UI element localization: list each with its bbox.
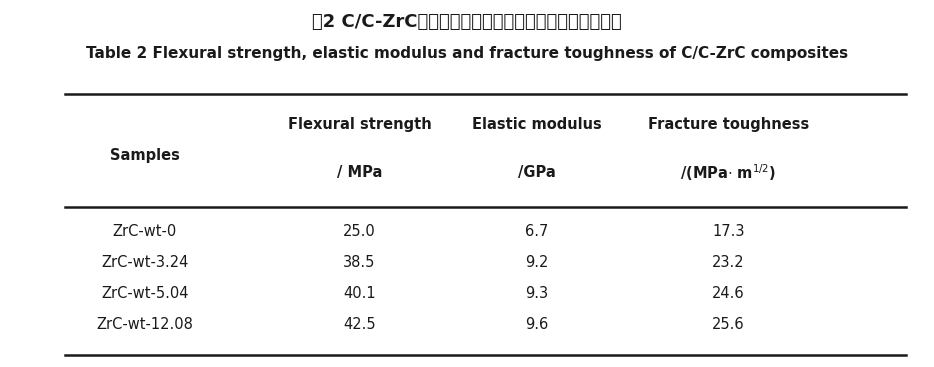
Text: 表2 C/C-ZrC复合材料的弯曲强度、弹性模量和断裂韧性: 表2 C/C-ZrC复合材料的弯曲强度、弹性模量和断裂韧性 [312, 13, 622, 31]
Text: ZrC-wt-12.08: ZrC-wt-12.08 [96, 317, 193, 332]
Text: ZrC-wt-5.04: ZrC-wt-5.04 [101, 286, 189, 301]
Text: /(MPa$\cdot$ m$^{1/2}$): /(MPa$\cdot$ m$^{1/2}$) [680, 162, 777, 183]
Text: 24.6: 24.6 [713, 286, 744, 301]
Text: ZrC-wt-3.24: ZrC-wt-3.24 [101, 255, 189, 270]
Text: 9.2: 9.2 [525, 255, 549, 270]
Text: /GPa: /GPa [518, 165, 556, 180]
Text: Samples: Samples [110, 149, 179, 163]
Text: Flexural strength: Flexural strength [288, 117, 432, 132]
Text: 9.6: 9.6 [526, 317, 548, 332]
Text: Elastic modulus: Elastic modulus [473, 117, 601, 132]
Text: 17.3: 17.3 [713, 224, 744, 239]
Text: 25.0: 25.0 [343, 224, 376, 239]
Text: 25.6: 25.6 [713, 317, 744, 332]
Text: Fracture toughness: Fracture toughness [648, 117, 809, 132]
Text: 40.1: 40.1 [344, 286, 375, 301]
Text: 9.3: 9.3 [526, 286, 548, 301]
Text: ZrC-wt-0: ZrC-wt-0 [113, 224, 177, 239]
Text: 38.5: 38.5 [344, 255, 375, 270]
Text: Table 2 Flexural strength, elastic modulus and fracture toughness of C/C-ZrC com: Table 2 Flexural strength, elastic modul… [86, 46, 848, 61]
Text: 6.7: 6.7 [525, 224, 549, 239]
Text: 42.5: 42.5 [344, 317, 375, 332]
Text: / MPa: / MPa [337, 165, 382, 180]
Text: 23.2: 23.2 [713, 255, 744, 270]
